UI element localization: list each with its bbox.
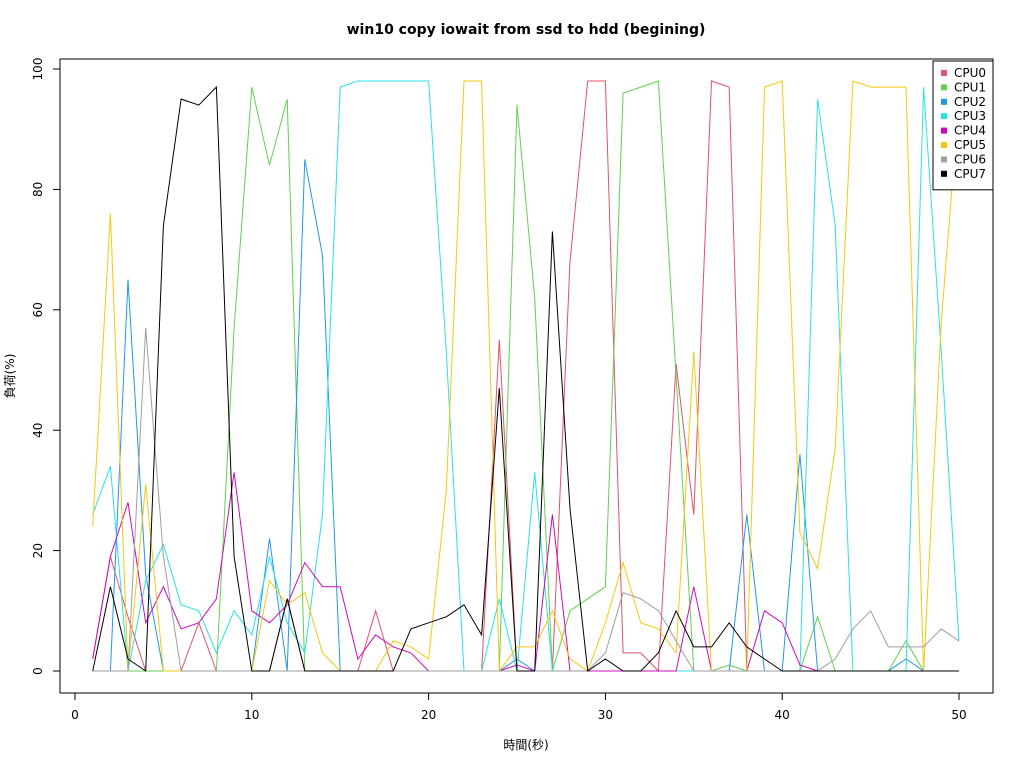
series-line-cpu1 xyxy=(92,80,959,672)
series-line-cpu7 xyxy=(92,85,959,672)
legend-label-cpu7: CPU7 xyxy=(954,167,986,181)
legend-swatch-cpu0 xyxy=(941,70,947,76)
legend-swatch-cpu6 xyxy=(941,156,947,163)
series-line-cpu2 xyxy=(92,159,959,672)
series-lines xyxy=(92,80,960,673)
x-tick-label: 10 xyxy=(244,708,259,722)
x-tick-label: 0 xyxy=(71,708,79,722)
x-tick-label: 20 xyxy=(421,708,436,722)
legend-swatch-cpu7 xyxy=(941,170,947,177)
y-tick-label: 40 xyxy=(31,423,45,438)
y-tick-label: 20 xyxy=(31,543,45,558)
legend-label-cpu3: CPU3 xyxy=(954,109,986,123)
x-tick-label: 30 xyxy=(598,708,613,722)
x-tick-label: 50 xyxy=(951,708,966,722)
x-axis-label: 時間(秒) xyxy=(503,738,548,752)
series-line-cpu6 xyxy=(92,327,960,672)
series-line-cpu4 xyxy=(92,472,959,672)
legend-label-cpu2: CPU2 xyxy=(954,95,986,109)
legend-label-cpu6: CPU6 xyxy=(954,152,986,166)
legend-label-cpu4: CPU4 xyxy=(954,124,986,138)
y-axis: 0 20 40 60 80 100 xyxy=(31,58,61,675)
legend-swatch-cpu2 xyxy=(941,98,947,105)
chart-title: win10 copy iowait from ssd to hdd (begin… xyxy=(347,22,706,38)
legend-swatch-cpu3 xyxy=(941,113,947,120)
y-tick-label: 0 xyxy=(31,667,45,675)
legend-label-cpu1: CPU1 xyxy=(954,80,986,94)
y-tick-label: 80 xyxy=(31,182,45,197)
legend-swatch-cpu1 xyxy=(941,84,947,91)
x-tick-label: 40 xyxy=(775,708,790,722)
legend-swatch-cpu4 xyxy=(941,127,947,134)
plot-frame xyxy=(59,58,994,694)
series-line-cpu0 xyxy=(92,80,959,673)
legend-label-cpu5: CPU5 xyxy=(954,138,986,152)
y-axis-label: 負荷(%) xyxy=(3,354,17,399)
legend-swatch-cpu5 xyxy=(941,142,947,148)
series-line-cpu3 xyxy=(92,80,960,672)
y-tick-label: 60 xyxy=(31,302,45,317)
legend-label-cpu0: CPU0 xyxy=(954,66,986,80)
legend-box xyxy=(932,60,994,191)
y-tick-label: 100 xyxy=(31,58,45,81)
series-line-cpu5 xyxy=(92,80,960,673)
x-axis: 0 10 20 30 40 50 xyxy=(71,692,967,722)
